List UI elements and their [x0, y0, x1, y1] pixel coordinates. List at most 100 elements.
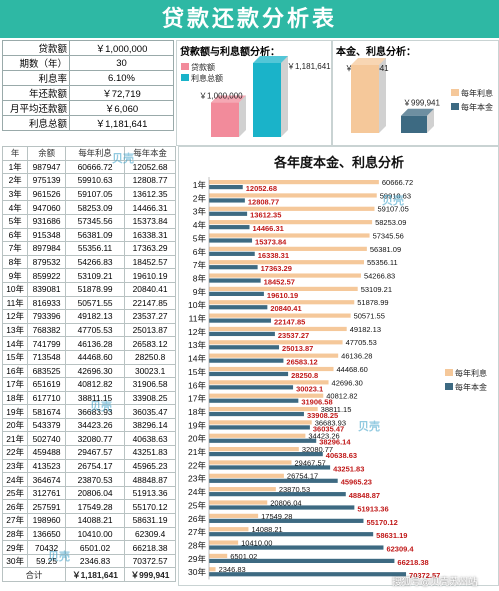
bar-interest [209, 406, 318, 412]
cell-year: 24年 [1, 472, 29, 487]
y-tick-label: 11年 [189, 314, 207, 324]
bar-interest [209, 527, 249, 532]
summary-label: 利息率 [2, 70, 70, 86]
data-label-principal: 16338.31 [258, 251, 289, 260]
data-label-interest: 59107.05 [377, 205, 408, 214]
legend-swatch-interest [445, 369, 453, 376]
y-tick-label: 6年 [193, 247, 207, 257]
bar-principal [209, 345, 280, 350]
table-row: 25年 312761 20806.04 51913.36 [1, 485, 176, 501]
cell-year: 4年 [1, 200, 29, 215]
data-label-interest: 42696.30 [332, 378, 363, 387]
data-label-interest: 29467.57 [295, 458, 326, 467]
table-row: 11年 816933 50571.55 22147.85 [1, 295, 176, 311]
table-row: 2年 975139 59910.63 12808.77 [1, 173, 176, 188]
cell-principal: 31906.58 [124, 377, 176, 392]
bar-interest [209, 380, 329, 385]
cell-principal: 15373.84 [124, 213, 176, 229]
data-label-principal: 36035.47 [313, 424, 344, 433]
yearly-chart-panel: 各年度本金、利息分析 1年 60666.72 12052.68 2年 59910.63 12… [178, 146, 499, 586]
data-label-principal: 19610.19 [267, 291, 298, 300]
cell-year: 8年 [1, 254, 29, 270]
cell-year: 5年 [1, 213, 29, 229]
cell-year: 20年 [1, 417, 29, 433]
bar-interest [209, 273, 361, 278]
data-label-interest: 53109.21 [361, 285, 392, 294]
summary-value: 30 [69, 55, 174, 71]
data-label-principal: 62309.4 [386, 544, 414, 553]
bar-principal [209, 452, 323, 457]
table-row: 18年 617710 38811.15 33908.25 [1, 390, 176, 406]
y-tick-label: 29年 [188, 554, 206, 564]
total-label: 合计 [2, 567, 66, 582]
data-label-principal: 58631.19 [376, 531, 407, 540]
cell-interest: 55356.11 [64, 241, 126, 256]
y-tick-label: 5年 [193, 233, 207, 243]
bar-principal [209, 425, 310, 430]
bar-principal [209, 505, 355, 510]
data-label-principal: 23537.27 [278, 331, 309, 340]
table-row: 3年 961526 59107.05 13612.35 [1, 186, 176, 202]
page-title: 贷款还款分析表 [0, 0, 499, 38]
cell-balance: 413523 [27, 458, 66, 474]
bar-interest [209, 353, 339, 358]
y-tick-label: 4年 [193, 220, 207, 230]
table-row: 13年 768382 47705.53 25013.87 [1, 322, 176, 338]
bar-loan [211, 95, 246, 137]
watermark: 贝壳 [382, 195, 404, 207]
bar-interest [209, 246, 367, 251]
cell-interest: 59107.05 [64, 186, 126, 202]
cell-year: 2年 [1, 173, 29, 188]
bar-principal [209, 278, 261, 283]
table-row: 19年 581674 36683.93 36035.47 [1, 404, 176, 419]
bar-principal [209, 211, 248, 216]
yearly-table: 年余额 每年利息 每年本金 1年 987947 60666.72 12052.68 2年 975… [1, 146, 176, 582]
bar-principal [209, 398, 299, 403]
cell-year: 14年 [1, 336, 29, 351]
bar-principal [209, 238, 253, 243]
summary-row: 年还款额 ￥72,719 [2, 85, 174, 101]
y-tick-label: 17年 [188, 394, 206, 404]
cell-year: 1年 [1, 159, 29, 175]
summary-value: ￥72,719 [69, 85, 174, 101]
cell-principal: 13612.35 [124, 186, 176, 202]
summary-label: 年还款额 [2, 85, 70, 101]
bar-principal [209, 411, 304, 417]
y-tick-label: 20年 [188, 434, 206, 444]
data-label-principal: 22147.85 [274, 318, 305, 327]
data-label-principal: 15373.84 [255, 237, 287, 246]
cell-interest: 6501.02 [64, 540, 126, 555]
cell-interest: 17549.28 [64, 499, 126, 515]
data-label-interest: 57345.56 [373, 231, 404, 240]
cell-year: 30年 [1, 553, 29, 569]
data-label-principal: 13612.35 [250, 211, 281, 220]
table-row: 9年 859922 53109.21 19610.19 [1, 268, 176, 283]
data-label-interest: 20806.04 [270, 498, 301, 507]
bar-principal [209, 358, 284, 363]
table-row: 6年 915348 56381.09 16338.31 [1, 227, 176, 243]
column-header: 余额 [27, 146, 66, 161]
cell-balance: 793396 [27, 309, 66, 324]
bar-interest [209, 500, 268, 505]
cell-principal: 20840.41 [124, 281, 176, 297]
legend-interest: 每年利息 [461, 88, 493, 98]
summary-table: 贷款额 ￥1,000,000 期数（年） 30 利息率 6.10% 年还款额 ￥72,719 月… [2, 40, 174, 131]
cell-interest: 49182.13 [64, 309, 126, 324]
cell-balance: 364674 [27, 472, 66, 487]
bar-interest [209, 433, 306, 438]
cell-principal: 17363.29 [124, 241, 176, 256]
y-tick-label: 27年 [188, 527, 206, 537]
legend-loan: 贷款额 [191, 62, 215, 72]
label-interest: ￥1,181,641 [287, 62, 331, 71]
loan-interest-panel: 贷款额与利息额分析： 贷款额 利息总额 ￥1,000,000 ￥1,181,641 [176, 40, 332, 146]
bar-interest [209, 180, 379, 185]
watermark: 贝壳 [48, 551, 70, 563]
bar-principal [209, 251, 255, 256]
data-label-interest: 2346.83 [219, 565, 246, 574]
data-label-interest: 32080.77 [302, 445, 333, 454]
bar-interest [209, 567, 216, 572]
y-tick-label: 19年 [188, 420, 206, 430]
cell-balance: 859922 [27, 268, 66, 283]
data-label-interest: 38811.15 [321, 405, 352, 414]
